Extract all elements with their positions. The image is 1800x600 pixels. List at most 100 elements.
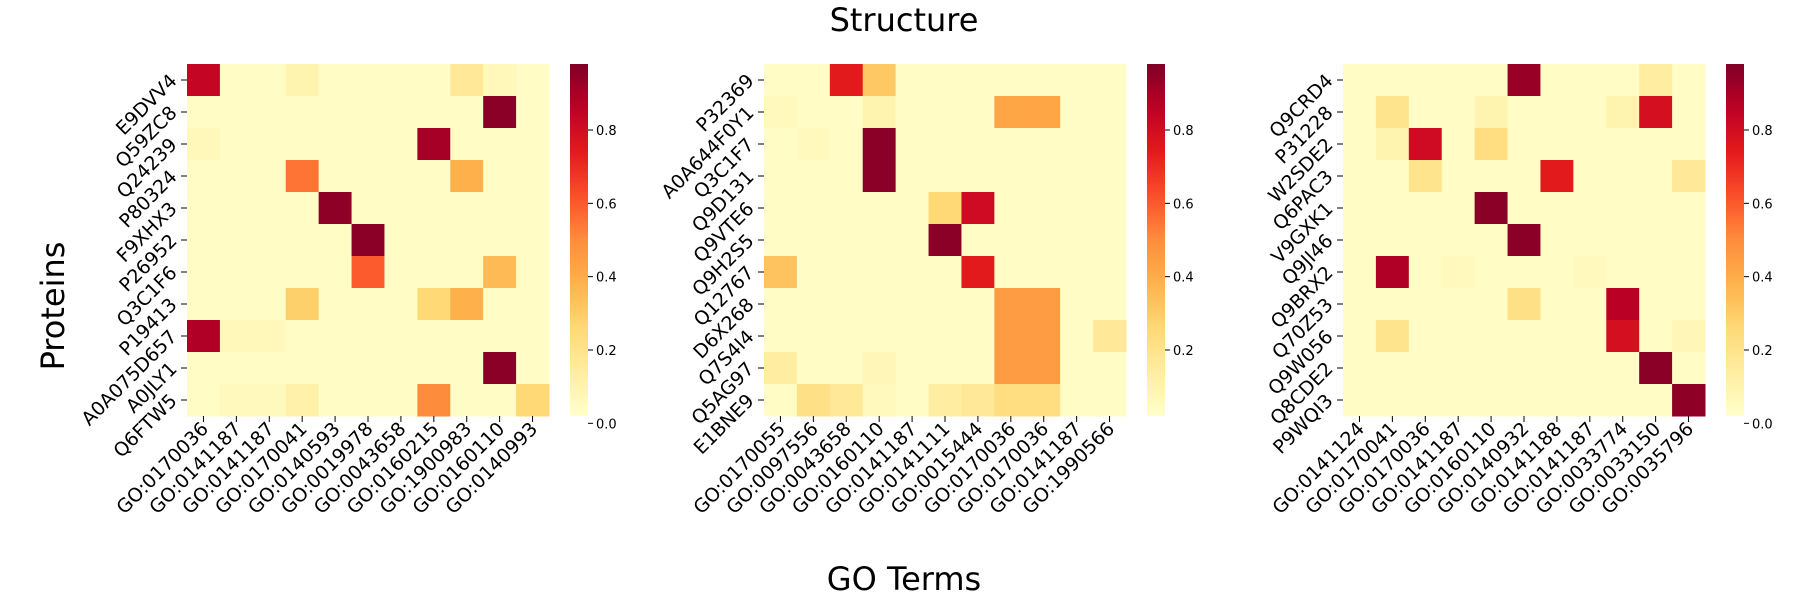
colorbar	[1726, 64, 1744, 416]
heatmap-cell	[417, 192, 451, 225]
heatmap-cell	[928, 64, 962, 97]
heatmap-cell	[764, 320, 798, 353]
heatmap-cell	[1540, 128, 1574, 161]
heatmap-cell	[764, 128, 798, 161]
heatmap-cell	[1474, 288, 1509, 321]
heatmap-cell	[1441, 224, 1476, 257]
heatmap-cell	[1639, 160, 1673, 193]
heatmap-cell	[796, 64, 831, 97]
heatmap-cell	[1093, 96, 1127, 129]
heatmap-cell	[928, 96, 962, 129]
heatmap-cell	[1343, 320, 1377, 353]
heatmap-cell	[318, 288, 353, 321]
heatmap-cell	[1027, 352, 1061, 385]
heatmap-cell	[1027, 160, 1061, 193]
heatmap-cell	[928, 288, 962, 321]
heatmap-cell	[252, 352, 287, 385]
heatmap-cell	[417, 224, 451, 257]
heatmap-cell	[895, 256, 930, 289]
heatmap-cell	[516, 320, 550, 353]
heatmap-cell	[1606, 320, 1640, 353]
heatmap-cell	[1408, 64, 1443, 97]
heatmap-cell	[1027, 256, 1061, 289]
heatmap-cell	[829, 384, 864, 417]
heatmap-cell	[1408, 192, 1443, 225]
heatmap-cell	[1573, 64, 1607, 97]
heatmap-cell	[417, 64, 451, 97]
heatmap-cell	[252, 288, 287, 321]
heatmap-cell	[1060, 320, 1094, 353]
heatmap-cell	[351, 384, 385, 417]
heatmap-cell	[1408, 96, 1443, 129]
heatmap-cell	[252, 96, 287, 129]
heatmap-cell	[1540, 224, 1574, 257]
heatmap-cell	[1408, 288, 1443, 321]
heatmap-cell	[1507, 256, 1541, 289]
heatmap-cell	[862, 352, 897, 385]
heatmap-cell	[351, 96, 385, 129]
heatmap-cell	[1375, 352, 1410, 385]
heatmap-cell	[450, 128, 484, 161]
heatmap-cell	[1672, 288, 1706, 321]
heatmap-cell	[1606, 128, 1640, 161]
heatmap-cell	[187, 320, 221, 353]
heatmap-cell	[252, 192, 287, 225]
heatmap-cell	[764, 288, 798, 321]
heatmap-cell	[862, 192, 897, 225]
heatmap-cell	[961, 384, 995, 417]
heatmap-cell	[285, 128, 320, 161]
heatmap-cell	[928, 160, 962, 193]
heatmap-cell	[928, 320, 962, 353]
heatmap-cell	[351, 288, 385, 321]
colorbar-tick-label: 0.0	[596, 417, 617, 432]
heatmap-cell	[796, 128, 831, 161]
heatmap-cell	[1474, 224, 1509, 257]
heatmap-cell	[994, 288, 1028, 321]
heatmap-cell	[1093, 128, 1127, 161]
colorbar	[570, 64, 588, 416]
heatmap-cell	[928, 384, 962, 417]
heatmap-cell	[417, 320, 451, 353]
colorbar-tick-label: 0.4	[1173, 271, 1194, 286]
heatmap-cell	[1540, 192, 1574, 225]
heatmap-cell	[219, 320, 254, 353]
heatmap-cell	[1474, 64, 1509, 97]
heatmap-cell	[1093, 160, 1127, 193]
heatmap-cell	[1343, 256, 1377, 289]
heatmap-cell	[994, 320, 1028, 353]
heatmap-cell	[1606, 224, 1640, 257]
heatmap-cell	[895, 96, 930, 129]
heatmap-cell	[417, 288, 451, 321]
heatmap-cell	[1573, 224, 1607, 257]
heatmap-cell	[483, 96, 517, 129]
heatmap-cell	[1408, 256, 1443, 289]
colorbar-tick-label: 0.2	[1752, 344, 1773, 359]
colorbar-tick-label: 0.8	[1752, 124, 1773, 139]
heatmap-cell	[1507, 128, 1541, 161]
heatmap-cell	[417, 256, 451, 289]
heatmap-panel-2: P32369A0A644F0Y1Q3C1F7Q9D131Q9VTE6Q9H2S5…	[657, 64, 1194, 519]
heatmap-cell	[483, 320, 517, 353]
colorbar	[1147, 64, 1165, 416]
heatmap-cell	[318, 128, 353, 161]
heatmap-cell	[285, 288, 320, 321]
heatmap-cell	[285, 64, 320, 97]
heatmap-cell	[1027, 224, 1061, 257]
heatmap-cell	[862, 160, 897, 193]
heatmap-cell	[1441, 288, 1476, 321]
heatmap-cell	[862, 96, 897, 129]
colorbar-tick-label: 0.8	[1173, 124, 1194, 139]
y-axis-label: Proteins	[34, 242, 72, 371]
heatmap-cell	[516, 352, 550, 385]
heatmap-cell	[1093, 352, 1127, 385]
heatmap-cell	[1060, 256, 1094, 289]
heatmap-cell	[318, 352, 353, 385]
heatmap-cell	[1343, 64, 1377, 97]
heatmap-cell	[1507, 160, 1541, 193]
heatmap-cell	[961, 256, 995, 289]
colorbar-tick-label: 0.4	[596, 271, 617, 286]
heatmap-cell	[994, 256, 1028, 289]
heatmap-cell	[1672, 160, 1706, 193]
heatmap-cell	[1573, 160, 1607, 193]
heatmap-cell	[1343, 128, 1377, 161]
